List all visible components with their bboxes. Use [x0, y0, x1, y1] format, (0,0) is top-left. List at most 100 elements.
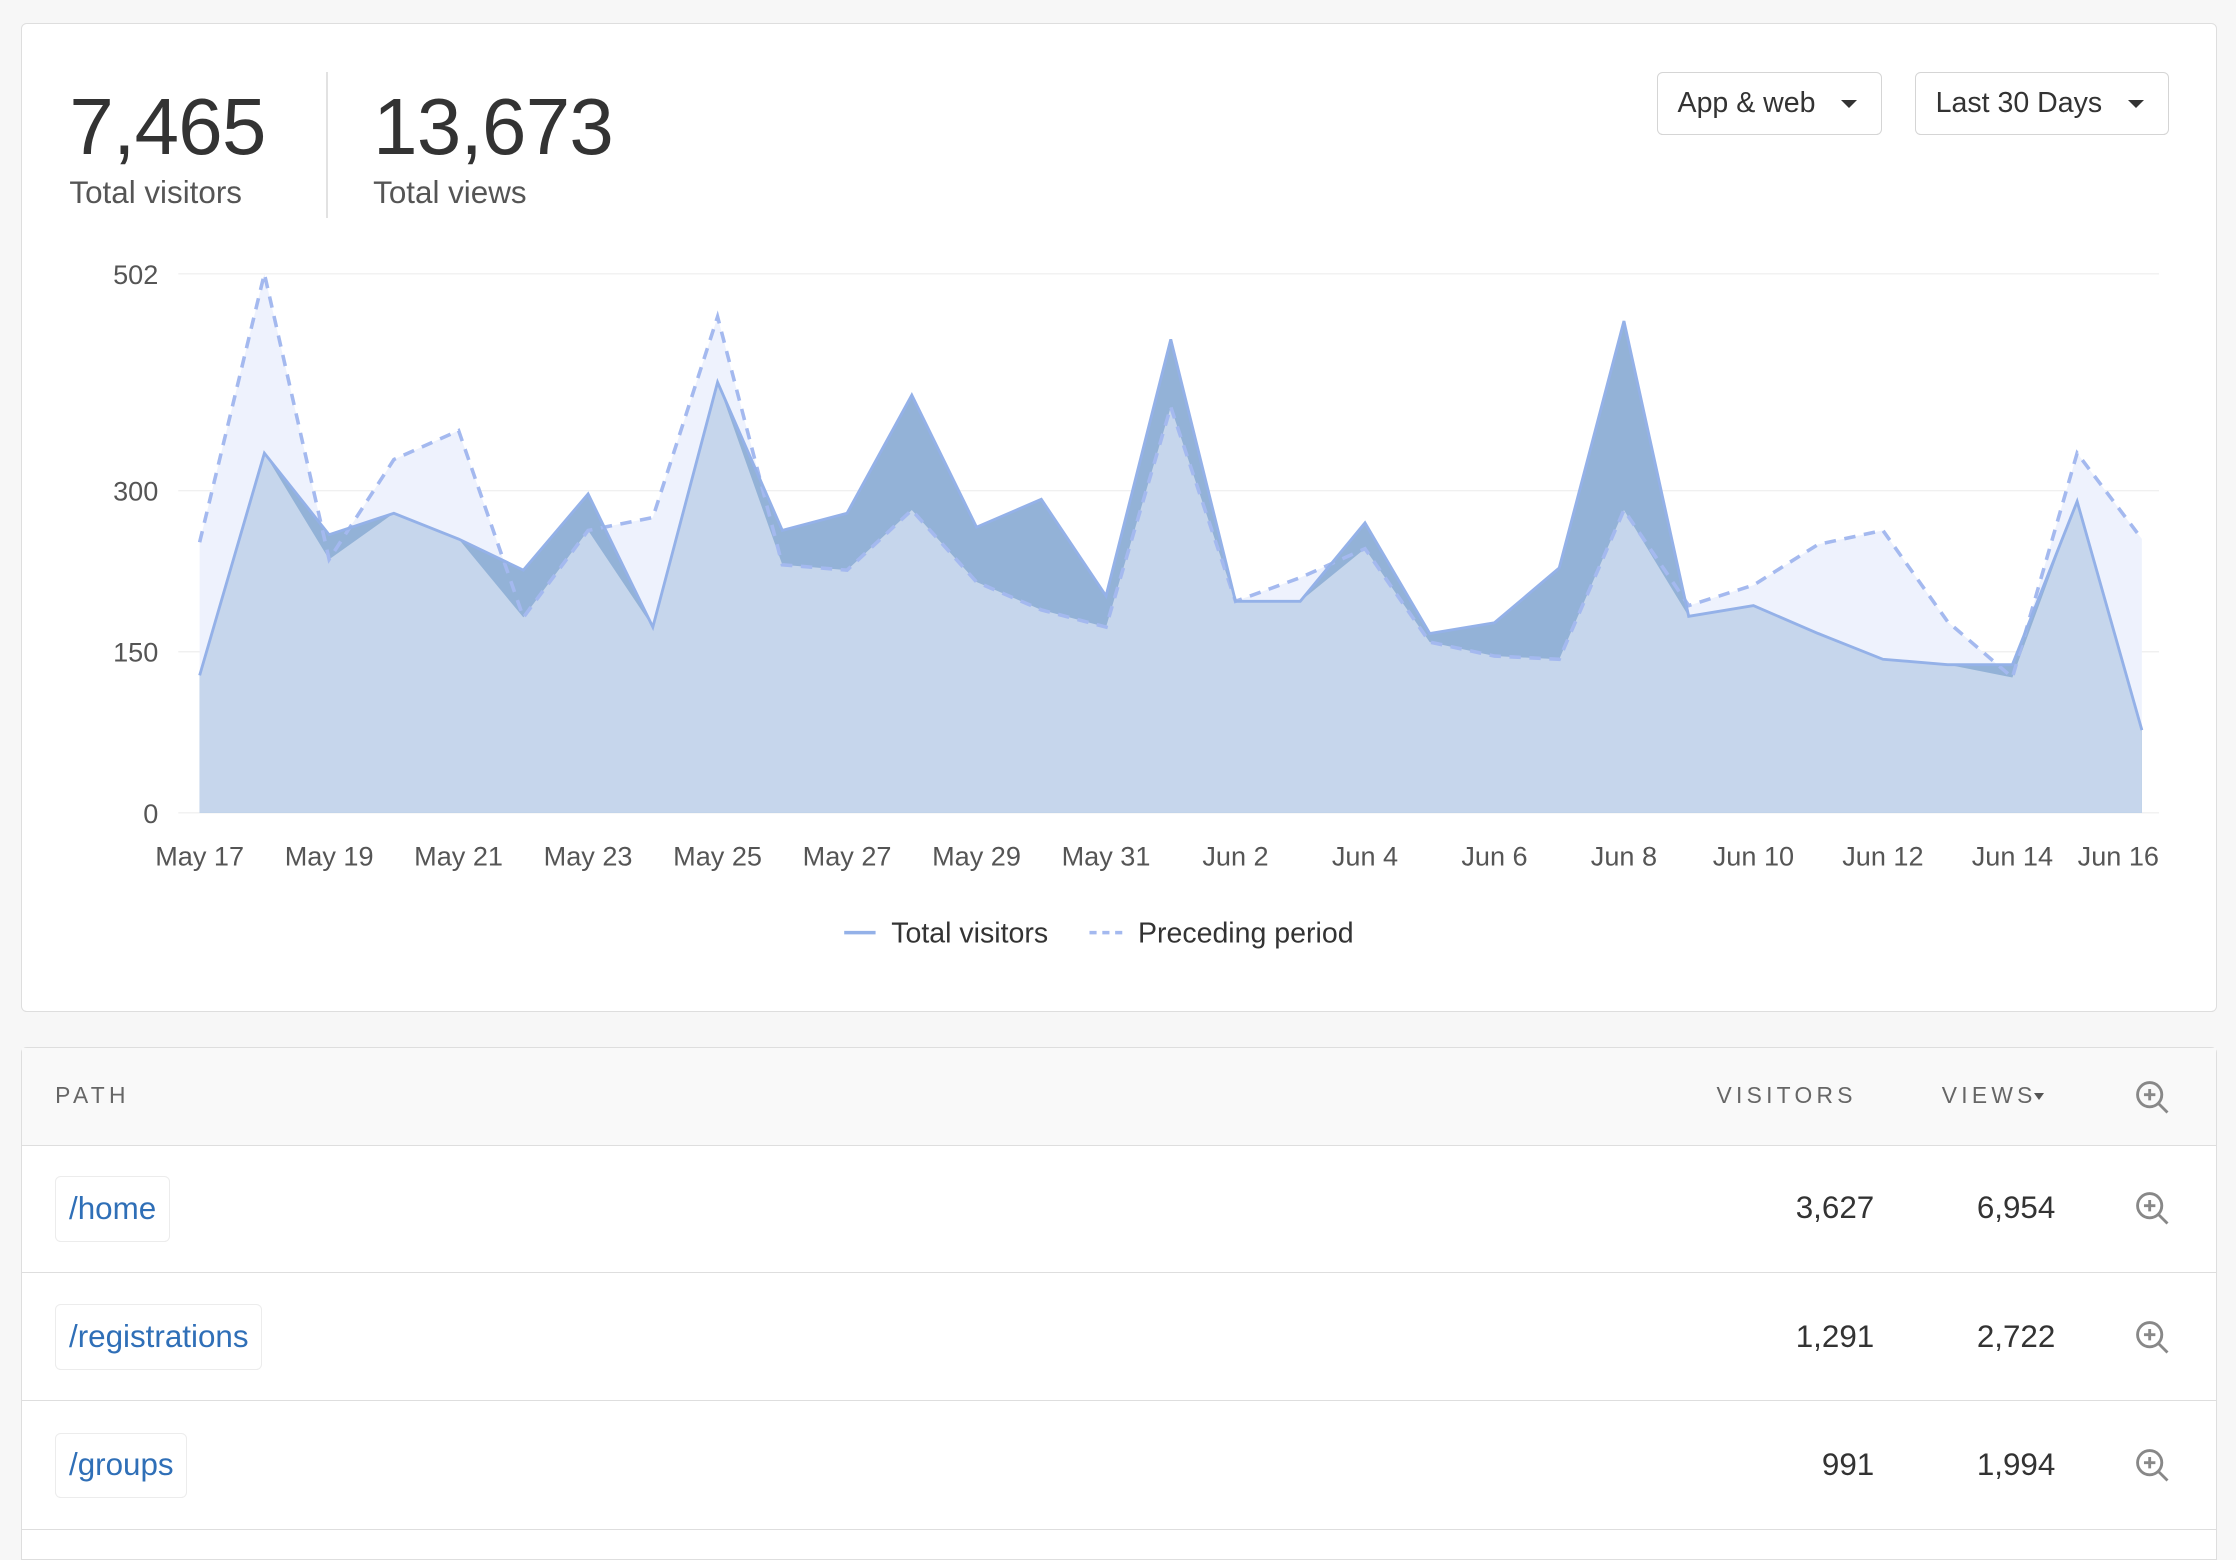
caret-down-icon [2127, 99, 2144, 108]
total-visitors-point [456, 536, 462, 542]
total-visitors-point [1880, 656, 1886, 662]
preceding-period-point [715, 314, 721, 320]
preceding-period-point [1427, 639, 1433, 645]
table-row: /groups 991 1,994 [22, 1401, 2217, 1530]
total-visitors-point [1103, 593, 1109, 599]
preceding-period-point [391, 457, 397, 463]
y-tick-label: 300 [113, 476, 158, 507]
x-tick-label: May 17 [155, 841, 244, 872]
sort-caret-icon [2033, 1093, 2044, 1101]
total-visitors-point [1621, 318, 1627, 324]
preceding-period-point [326, 557, 332, 563]
total-visitors-line [198, 320, 2144, 731]
preceding-period-point [1945, 619, 1951, 625]
total-visitors-point [1492, 620, 1498, 626]
preceding-period-point [1621, 507, 1627, 513]
column-header-views[interactable]: VIEWS [1942, 1082, 2044, 1109]
total-visitors-point [1297, 598, 1303, 604]
total-visitors-point [779, 528, 785, 534]
preceding-period-point [1815, 542, 1821, 548]
table-header: PATH VISITORS VIEWS [22, 1047, 2217, 1146]
zoom-in-icon[interactable] [2134, 1079, 2171, 1116]
visitors-cell: 1,291 [1795, 1318, 1875, 1354]
preceding-period-point [1751, 582, 1757, 588]
table-row: /registrations 1,291 2,722 [22, 1273, 2217, 1402]
path-link[interactable]: /home [55, 1176, 170, 1242]
legend-preceding-period[interactable]: Preceding period [1138, 918, 1354, 950]
path-link[interactable]: /groups [55, 1432, 188, 1499]
views-cell: 1,994 [1976, 1446, 2056, 1482]
total-visitors-point [197, 673, 203, 679]
preceding-period-point [2074, 450, 2080, 456]
preceding-period-point [1880, 528, 1886, 534]
x-tick-label: Jun 8 [1591, 841, 1657, 872]
preceding-period-point [197, 539, 203, 545]
views-cell: 2,722 [1976, 1318, 2056, 1354]
preceding-period-point [1492, 653, 1498, 659]
platform-dropdown-label: App & web [1677, 87, 1816, 120]
column-header-path: PATH [55, 1081, 130, 1108]
x-tick-label: May 23 [544, 841, 633, 872]
total-visitors-value: 7,465 [69, 81, 266, 171]
preceding-period-point [1103, 624, 1109, 630]
preceding-period-point [1297, 575, 1303, 581]
total-visitors-point [1686, 613, 1692, 619]
stat-total-visitors: 7,465 Total visitors [69, 81, 266, 211]
x-tick-label: May 19 [285, 841, 374, 872]
x-tick-label: May 31 [1062, 841, 1151, 872]
total-visitors-point [520, 567, 526, 573]
total-visitors-point [1815, 631, 1821, 637]
legend-total-visitors[interactable]: Total visitors [891, 918, 1048, 950]
platform-dropdown[interactable]: App & web [1656, 72, 1882, 136]
preceding-period-point [909, 507, 915, 513]
x-tick-label: Jun 12 [1842, 841, 1923, 872]
preceding-period-point [650, 515, 656, 521]
total-visitors-point [1168, 336, 1174, 342]
total-visitors-point [585, 491, 591, 497]
y-tick-label: 502 [113, 259, 158, 290]
total-visitors-point [262, 450, 268, 456]
views-header-label: VIEWS [1941, 1081, 2037, 1108]
preceding-period-point [1038, 607, 1044, 613]
zoom-in-icon[interactable] [2134, 1319, 2171, 1356]
total-visitors-point [1751, 603, 1757, 609]
total-visitors-point [2139, 727, 2145, 733]
total-visitors-point [1038, 496, 1044, 502]
zoom-in-icon[interactable] [2134, 1190, 2171, 1227]
paths-table: PATH VISITORS VIEWS /home 3,627 6,954 /r… [21, 1046, 2218, 1560]
x-tick-label: Jun 6 [1461, 841, 1527, 872]
total-visitors-point [1427, 631, 1433, 637]
path-link[interactable]: /registrations [55, 1304, 263, 1370]
preceding-period-point [1686, 603, 1692, 609]
overlap-area [199, 382, 2142, 813]
preceding-period-point [1168, 404, 1174, 410]
date-range-dropdown[interactable]: Last 30 Days [1914, 72, 2169, 136]
total-visitors-point [326, 532, 332, 538]
preceding-period-point [456, 428, 462, 434]
preceding-period-point [2010, 675, 2016, 681]
total-visitors-point [844, 510, 850, 516]
x-tick-label: May 27 [803, 841, 892, 872]
column-header-visitors[interactable]: VISITORS [1716, 1081, 1857, 1108]
total-visitors-point [1362, 520, 1368, 526]
date-range-dropdown-label: Last 30 Days [1935, 87, 2103, 120]
total-visitors-point [974, 524, 980, 530]
total-visitors-point [391, 510, 397, 516]
y-tick-label: 0 [143, 798, 158, 829]
preceding-period-point [1233, 598, 1239, 604]
x-tick-label: Jun 2 [1202, 841, 1268, 872]
table-row: /home 3,627 6,954 [22, 1145, 2217, 1273]
total-visitors-point [650, 624, 656, 630]
total-visitors-point [2010, 662, 2016, 668]
x-tick-label: Jun 4 [1332, 841, 1398, 872]
total-views-value: 13,673 [373, 81, 614, 171]
preceding-period-point [844, 567, 850, 573]
x-tick-label: May 25 [673, 841, 762, 872]
views-cell: 6,954 [1976, 1190, 2056, 1226]
x-tick-label: May 29 [932, 841, 1021, 872]
preceding-period-point [585, 528, 591, 534]
x-tick-label: May 21 [414, 841, 503, 872]
zoom-in-icon[interactable] [2134, 1447, 2171, 1484]
visitors-chart: 0 150 300 502 May 17 May 19 May 21 May 23 May 25… [113, 259, 2159, 950]
